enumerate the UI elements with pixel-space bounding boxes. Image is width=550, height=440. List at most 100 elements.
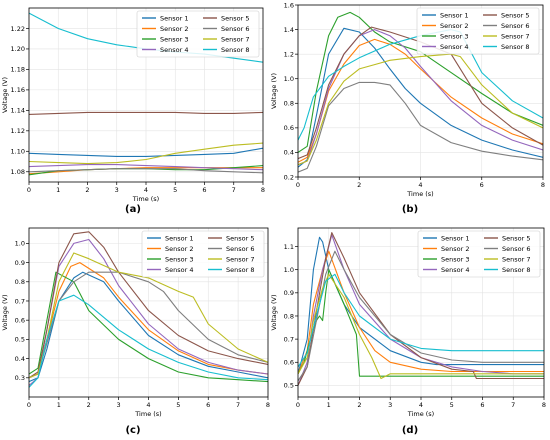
y-tick-label: 0.8	[15, 278, 25, 286]
legend-entry: Sensor 4	[440, 43, 468, 51]
y-axis-label: Voltage (V)	[270, 73, 278, 109]
y-axis-label: Voltage (V)	[1, 295, 9, 331]
y-tick-label: 0.5	[284, 382, 294, 390]
chart-panel-2: 0 2 4 6 8 0.2 0.4 0.6 0.8 1.0 1.2 1.4 1.6 Time (s) Vol…	[270, 1, 545, 215]
series-line-5	[29, 111, 263, 115]
series-line-7	[298, 273, 544, 380]
x-tick-label: 7	[236, 401, 240, 409]
x-tick-label: 3	[388, 401, 392, 409]
panel-label: (a)	[125, 204, 141, 215]
x-tick-label: 1	[56, 186, 60, 194]
y-tick-label: 1.1	[284, 243, 294, 251]
x-tick-label: 8	[266, 401, 270, 409]
x-tick-label: 3	[117, 401, 121, 409]
legend-entry: Sensor 7	[501, 32, 529, 40]
legend-entry: Sensor 1	[441, 234, 469, 242]
x-tick-label: 4	[144, 186, 148, 194]
legend-entry: Sensor 8	[221, 46, 249, 54]
legend-entry: Sensor 7	[221, 35, 249, 43]
legend-entry: Sensor 8	[226, 266, 254, 274]
legend-entry: Sensor 2	[441, 245, 469, 253]
y-tick-label: 1.20	[11, 45, 25, 53]
legend-entry: Sensor 3	[441, 255, 469, 263]
legend-entry: Sensor 5	[221, 14, 249, 22]
legend-entry: Sensor 6	[501, 22, 529, 30]
x-tick-label: 0	[27, 186, 31, 194]
x-tick-label: 0	[296, 181, 300, 189]
legend-entry: Sensor 1	[440, 11, 468, 19]
x-tick-label: 6	[480, 401, 484, 409]
series-line-8	[29, 294, 268, 388]
y-tick-label: 1.18	[11, 66, 25, 74]
y-tick-label: 0.8	[284, 312, 294, 320]
legend-entry: Sensor 6	[226, 245, 254, 253]
y-tick-label: 0.4	[15, 355, 25, 363]
legend	[136, 10, 260, 58]
series-line-4	[29, 164, 263, 171]
series-line-3	[29, 271, 268, 383]
legend-entry: Sensor 2	[165, 245, 193, 253]
x-tick-label: 6	[202, 186, 206, 194]
series-line-5	[29, 231, 268, 379]
y-tick-label: 0.9	[15, 259, 25, 267]
series-line-1	[298, 27, 543, 168]
x-tick-label: 0	[296, 401, 300, 409]
y-tick-label: 1.16	[11, 86, 25, 94]
legend-entry: Sensor 7	[502, 255, 530, 263]
x-tick-label: 5	[450, 401, 454, 409]
legend-entry: Sensor 6	[221, 25, 249, 33]
y-axis-label: Voltage (V)	[1, 77, 9, 113]
legend-entry: Sensor 4	[441, 266, 469, 274]
y-tick-label: 0.3	[15, 374, 25, 382]
y-tick-label: 0.2	[284, 173, 294, 181]
x-tick-label: 7	[511, 401, 515, 409]
x-tick-label: 2	[357, 401, 361, 409]
legend-entry: Sensor 3	[160, 35, 188, 43]
legend-entry: Sensor 1	[160, 14, 188, 22]
y-tick-label: 0.4	[284, 149, 294, 157]
x-axis-label: Time (s)	[406, 190, 433, 198]
series-line-4	[298, 29, 543, 166]
y-tick-label: 0.9	[284, 289, 294, 297]
chart-panel-3: 0 1 2 3 4 5 6 7 8 0.3 0.4 0.5 0.6 0.7 0.8 0.9 1.0 Time (s…	[1, 227, 270, 436]
x-tick-label: 5	[176, 401, 180, 409]
panel-label: (b)	[402, 204, 418, 215]
y-tick-label: 0.8	[284, 100, 294, 108]
x-tick-label: 7	[232, 186, 236, 194]
legend-entry: Sensor 1	[165, 234, 193, 242]
legend-entry: Sensor 3	[165, 255, 193, 263]
legend-entry: Sensor 7	[226, 255, 254, 263]
series-line-8	[298, 273, 544, 368]
legend-entry: Sensor 6	[502, 245, 530, 253]
x-tick-label: 6	[480, 181, 484, 189]
x-tick-label: 8	[261, 186, 265, 194]
series-line-7	[298, 53, 543, 166]
x-tick-label: 8	[541, 181, 545, 189]
panel-label: (d)	[402, 425, 418, 436]
x-tick-label: 8	[542, 401, 546, 409]
x-tick-label: 4	[418, 181, 422, 189]
legend	[417, 230, 541, 278]
x-tick-label: 2	[357, 181, 361, 189]
series-line-1	[29, 271, 268, 383]
panel-label: (c)	[125, 425, 140, 436]
x-axis-label: Time (s)	[134, 410, 161, 418]
y-tick-label: 1.4	[284, 26, 294, 34]
series-line-7	[29, 142, 263, 165]
x-tick-label: 2	[85, 186, 89, 194]
y-tick-label: 0.6	[284, 359, 294, 367]
x-tick-label: 0	[27, 401, 31, 409]
y-tick-label: 1.2	[284, 50, 294, 58]
legend	[141, 230, 265, 278]
x-tick-label: 3	[115, 186, 119, 194]
legend-entry: Sensor 5	[502, 234, 530, 242]
x-tick-label: 5	[173, 186, 177, 194]
y-tick-label: 0.6	[15, 316, 25, 324]
chart-panel-1: 0 1 2 3 4 5 6 7 8 1.08 1.10 1.12 1.14 1.16 1.18 1.20 1.2…	[1, 7, 265, 215]
series-line-2	[298, 250, 544, 375]
y-tick-label: 0.6	[284, 124, 294, 132]
series-line-6	[298, 250, 544, 382]
series-line-2	[29, 167, 263, 175]
y-tick-label: 1.0	[15, 240, 25, 248]
y-tick-label: 1.14	[11, 107, 25, 115]
